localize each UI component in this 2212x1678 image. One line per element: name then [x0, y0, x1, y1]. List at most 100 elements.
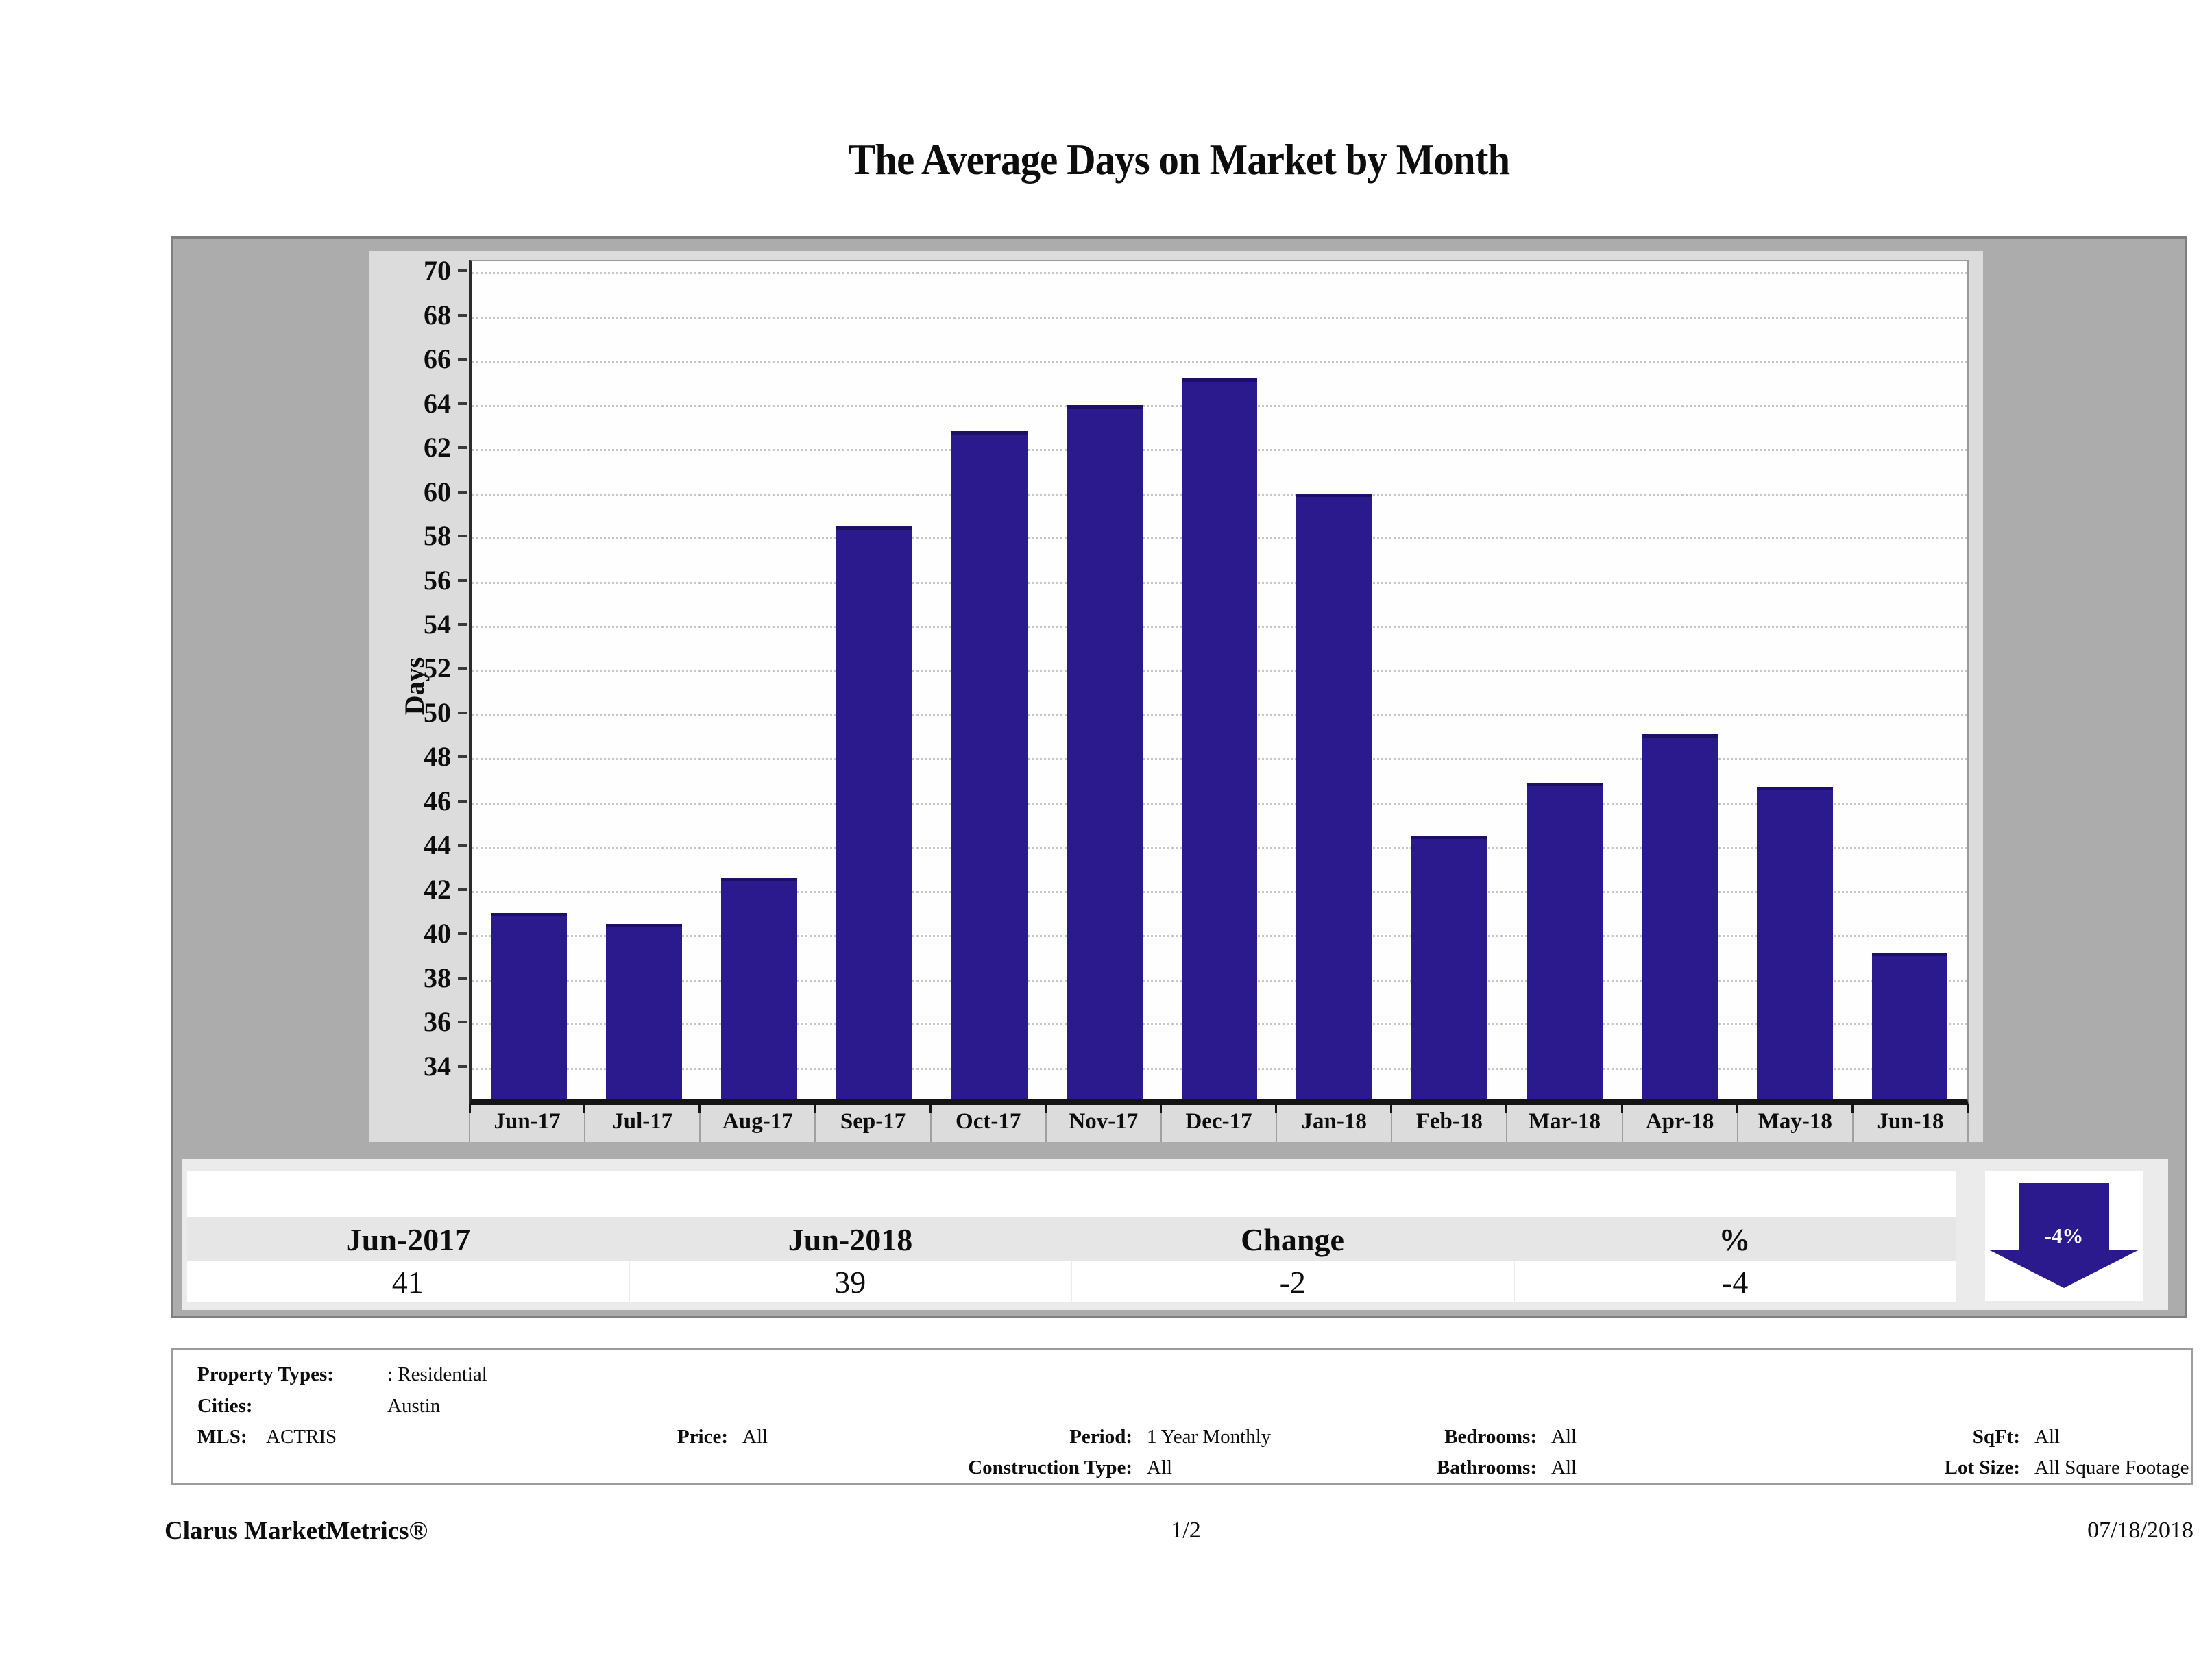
bar-Mar-18	[1527, 782, 1603, 1099]
trend-arrow-box: -4%	[1985, 1171, 2143, 1301]
y-tick-label-44: 44	[424, 829, 451, 861]
summary-header-row: Jun-2017 Jun-2018 Change %	[187, 1217, 1956, 1261]
property-types-value: : Residential	[387, 1363, 487, 1385]
gridline-66	[472, 361, 1967, 363]
y-tick-label-70: 70	[424, 255, 451, 287]
bar-Oct-17	[951, 431, 1028, 1099]
construction-type-label: Construction Type:	[968, 1457, 1132, 1479]
summary-table-frame: Jun-2017 Jun-2018 Change % 41 39 -2 -4 -…	[182, 1159, 2168, 1310]
construction-type-value: All	[1147, 1457, 1173, 1479]
y-tick-mark	[458, 402, 467, 405]
bar-slot-May-18	[1737, 261, 1852, 1099]
price-label: Price:	[677, 1426, 728, 1448]
mls-value: ACTRIS	[266, 1426, 337, 1448]
y-tick-label-68: 68	[424, 299, 451, 330]
y-tick-mark	[458, 623, 467, 626]
y-tick-mark	[458, 755, 467, 759]
y-tick-label-42: 42	[424, 873, 451, 905]
y-tick-mark	[458, 490, 467, 494]
bar-Sep-17	[836, 526, 912, 1099]
sqft-label: SqFt:	[1972, 1426, 2020, 1448]
bar-May-18	[1756, 787, 1833, 1099]
bar-slot-Jun-18	[1852, 261, 1967, 1099]
x-label-May-18: May-18	[1738, 1104, 1854, 1142]
y-tick-mark	[458, 1065, 467, 1068]
y-tick-label-46: 46	[424, 785, 451, 816]
bar-Dec-17	[1181, 378, 1258, 1099]
bar-Jul-17	[606, 924, 683, 1099]
bedrooms-label: Bedrooms:	[1444, 1426, 1537, 1448]
y-tick-label-38: 38	[424, 962, 451, 993]
x-label-Dec-17: Dec-17	[1162, 1104, 1278, 1142]
gridline-68	[472, 316, 1967, 319]
summary-value-percent: -4	[1513, 1261, 1956, 1302]
criteria-box: Property Types: : Residential Cities: Au…	[171, 1348, 2193, 1485]
y-tick-label-50: 50	[424, 696, 451, 728]
y-tick-mark	[458, 358, 467, 361]
y-tick-label-34: 34	[424, 1050, 451, 1082]
y-tick-mark	[458, 711, 467, 714]
y-tick-mark	[458, 579, 467, 582]
bar-slot-Oct-17	[932, 261, 1047, 1099]
summary-value-change: -2	[1071, 1261, 1514, 1302]
y-tick-mark	[458, 446, 467, 450]
bar-slot-Sep-17	[817, 261, 932, 1099]
y-tick-mark	[458, 932, 467, 936]
y-tick-label-58: 58	[424, 520, 451, 552]
cities-label: Cities:	[197, 1395, 253, 1417]
sqft-value: All	[2034, 1426, 2061, 1448]
summary-header-percent: %	[1718, 1222, 1751, 1257]
summary-header-jun2018: Jun-2018	[788, 1222, 913, 1257]
y-tick-label-64: 64	[424, 387, 451, 419]
bar-Jan-18	[1296, 493, 1373, 1099]
y-tick-mark	[458, 799, 467, 803]
x-label-Jan-18: Jan-18	[1277, 1104, 1393, 1142]
y-tick-label-48: 48	[424, 741, 451, 773]
x-label-Mar-18: Mar-18	[1507, 1104, 1623, 1142]
y-tick-label-62: 62	[424, 432, 451, 463]
x-label-Jul-17: Jul-17	[585, 1104, 701, 1142]
bar-slot-Aug-17	[702, 261, 817, 1099]
property-types-label: Property Types:	[197, 1363, 334, 1385]
bar-slot-Nov-17	[1047, 261, 1162, 1099]
x-label-Jun-17: Jun-17	[469, 1104, 586, 1142]
gridline-70	[472, 272, 1967, 275]
x-label-Feb-18: Feb-18	[1392, 1104, 1508, 1142]
y-tick-mark	[458, 535, 467, 538]
summary-header-jun2017: Jun-2017	[345, 1222, 471, 1257]
summary-value-jun2017: 41	[391, 1265, 424, 1300]
y-tick-mark	[458, 1021, 467, 1024]
bathrooms-value: All	[1551, 1457, 1577, 1479]
bar-slot-Apr-18	[1622, 261, 1737, 1099]
page-title: The Average Days on Market by Month	[848, 135, 1510, 184]
mls-label: MLS:	[197, 1426, 247, 1448]
y-tick-label-40: 40	[424, 918, 451, 949]
chart-panel: Days 34 36 38 40 42 44 46 48 50 52 54 56 58 60 62 64 66 6…	[369, 251, 1983, 1142]
y-tick-mark	[458, 269, 467, 273]
y-tick-label-52: 52	[424, 653, 451, 684]
y-tick-mark	[458, 313, 467, 317]
period-label: Period:	[1069, 1426, 1132, 1448]
brand-name: Clarus MarketMetrics®	[165, 1517, 428, 1545]
down-arrow-head-icon	[1989, 1250, 2139, 1288]
y-tick-label-66: 66	[424, 343, 451, 375]
y-tick-label-60: 60	[424, 476, 451, 507]
y-axis-ticks: 34 36 38 40 42 44 46 48 50 52 54 56 58 60 62 64 66 68 70	[369, 255, 469, 1097]
y-tick-label-36: 36	[424, 1006, 451, 1038]
summary-value-row: 41 39 -2 -4	[187, 1261, 1956, 1302]
bar-slot-Jun-17	[472, 261, 587, 1099]
bar-slot-Mar-18	[1507, 261, 1622, 1099]
summary-value-jun2018: 39	[628, 1261, 1071, 1302]
summary-empty-row	[187, 1171, 1956, 1217]
period-value: 1 Year Monthly	[1147, 1426, 1272, 1448]
bedrooms-value: All	[1551, 1426, 1577, 1448]
bar-slot-Feb-18	[1392, 261, 1507, 1099]
plot-area	[469, 260, 1969, 1105]
bar-slot-Jul-17	[587, 261, 702, 1099]
summary-table: Jun-2017 Jun-2018 Change % 41 39 -2 -4	[187, 1171, 1956, 1302]
x-label-Sep-17: Sep-17	[816, 1104, 932, 1142]
y-tick-label-56: 56	[424, 564, 451, 596]
bar-slot-Jan-18	[1277, 261, 1392, 1099]
y-tick-mark	[458, 888, 467, 891]
bar-series	[472, 261, 1967, 1099]
